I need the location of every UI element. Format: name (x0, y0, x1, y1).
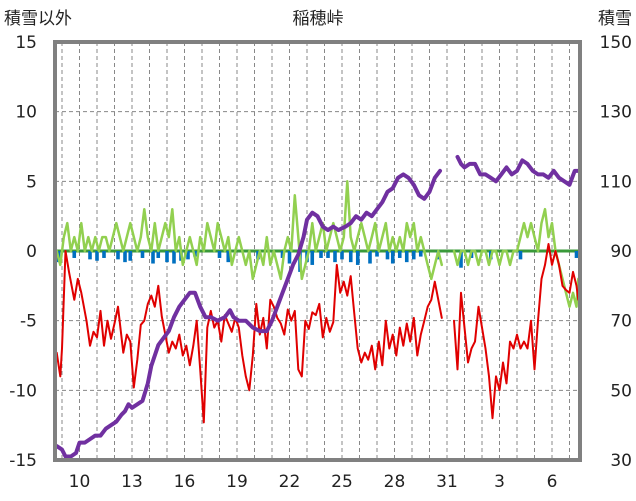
x-tick-label: 25 (331, 472, 353, 492)
snow-change-bar (95, 251, 99, 261)
snow-change-bar (574, 251, 579, 258)
snow-change-bar (287, 251, 292, 264)
snow-change-bar (418, 251, 423, 257)
series-lines (54, 154, 581, 459)
snow-change-bar (116, 251, 120, 260)
snow-change-bar (375, 251, 379, 257)
right-tick-label: 30 (610, 451, 632, 471)
x-tick-label: 28 (384, 472, 406, 492)
left-tick-label: -5 (20, 312, 37, 332)
chart-title: 稲穂峠 (293, 9, 344, 29)
left-tick-label: -10 (9, 381, 37, 401)
right-axis-title: 積雪 (598, 9, 632, 29)
snow-change-bar (397, 251, 402, 258)
plot-frame (53, 40, 582, 462)
left-tick-label: -15 (9, 451, 37, 471)
snow-change-bar (226, 251, 231, 263)
x-tick-label: 6 (547, 472, 558, 492)
snow-change-bar (88, 251, 92, 260)
snow-change-bar (340, 251, 344, 260)
snow-change-bar (165, 251, 169, 263)
snow-change-bar (140, 251, 145, 258)
snow-change-bar (310, 251, 315, 265)
left-tick-label: 5 (26, 172, 37, 192)
x-tick-label: 13 (121, 472, 143, 492)
x-tick-label: 31 (436, 472, 458, 492)
left-tick-label: 0 (26, 242, 37, 262)
x-tick-label: 10 (69, 472, 91, 492)
x-tick-label: 16 (174, 472, 196, 492)
snow-change-bar (72, 251, 77, 258)
snow-change-bar (333, 251, 337, 263)
temperature-line (453, 243, 580, 420)
snow-change-bar (459, 251, 463, 268)
snow-change-bar (390, 251, 395, 264)
left-tick-label: 10 (15, 103, 37, 123)
snow-change-bar (217, 251, 222, 258)
snow-change-bar (123, 251, 127, 263)
temperature-line (55, 250, 443, 424)
right-tick-label: 50 (610, 381, 632, 401)
snow-change-bar (368, 251, 372, 264)
snow-change-bar (151, 251, 155, 264)
temp-change-line (55, 180, 444, 281)
snow-change-bar (128, 251, 133, 261)
snow-change-bar (355, 251, 360, 265)
snow-change-bar (518, 251, 523, 260)
snow-change-bar (348, 251, 353, 263)
snow-change-bar (385, 251, 390, 260)
x-tick-label: 3 (494, 472, 505, 492)
snow-change-bar (280, 251, 285, 258)
snow-change-bar (411, 251, 416, 260)
snow-change-bar (326, 251, 330, 258)
right-tick-label: 70 (610, 312, 632, 332)
left-tick-label: 15 (15, 33, 37, 53)
snow-change-bar (102, 251, 106, 258)
snow-change-bar (319, 251, 323, 258)
snow-change-bar (172, 251, 176, 264)
snow-depth-line (455, 154, 581, 187)
x-tick-label: 22 (279, 472, 301, 492)
right-tick-label: 130 (600, 103, 632, 123)
left-axis-title: 積雪以外 (4, 9, 72, 29)
snow-depth-line (54, 168, 442, 459)
right-tick-label: 150 (600, 33, 632, 53)
right-tick-label: 110 (600, 172, 632, 192)
snow-change-bar (404, 251, 409, 263)
x-tick-label: 19 (226, 472, 248, 492)
snow-change-bar (186, 251, 190, 260)
snow-change-bar (156, 251, 161, 258)
right-tick-label: 90 (610, 242, 632, 262)
